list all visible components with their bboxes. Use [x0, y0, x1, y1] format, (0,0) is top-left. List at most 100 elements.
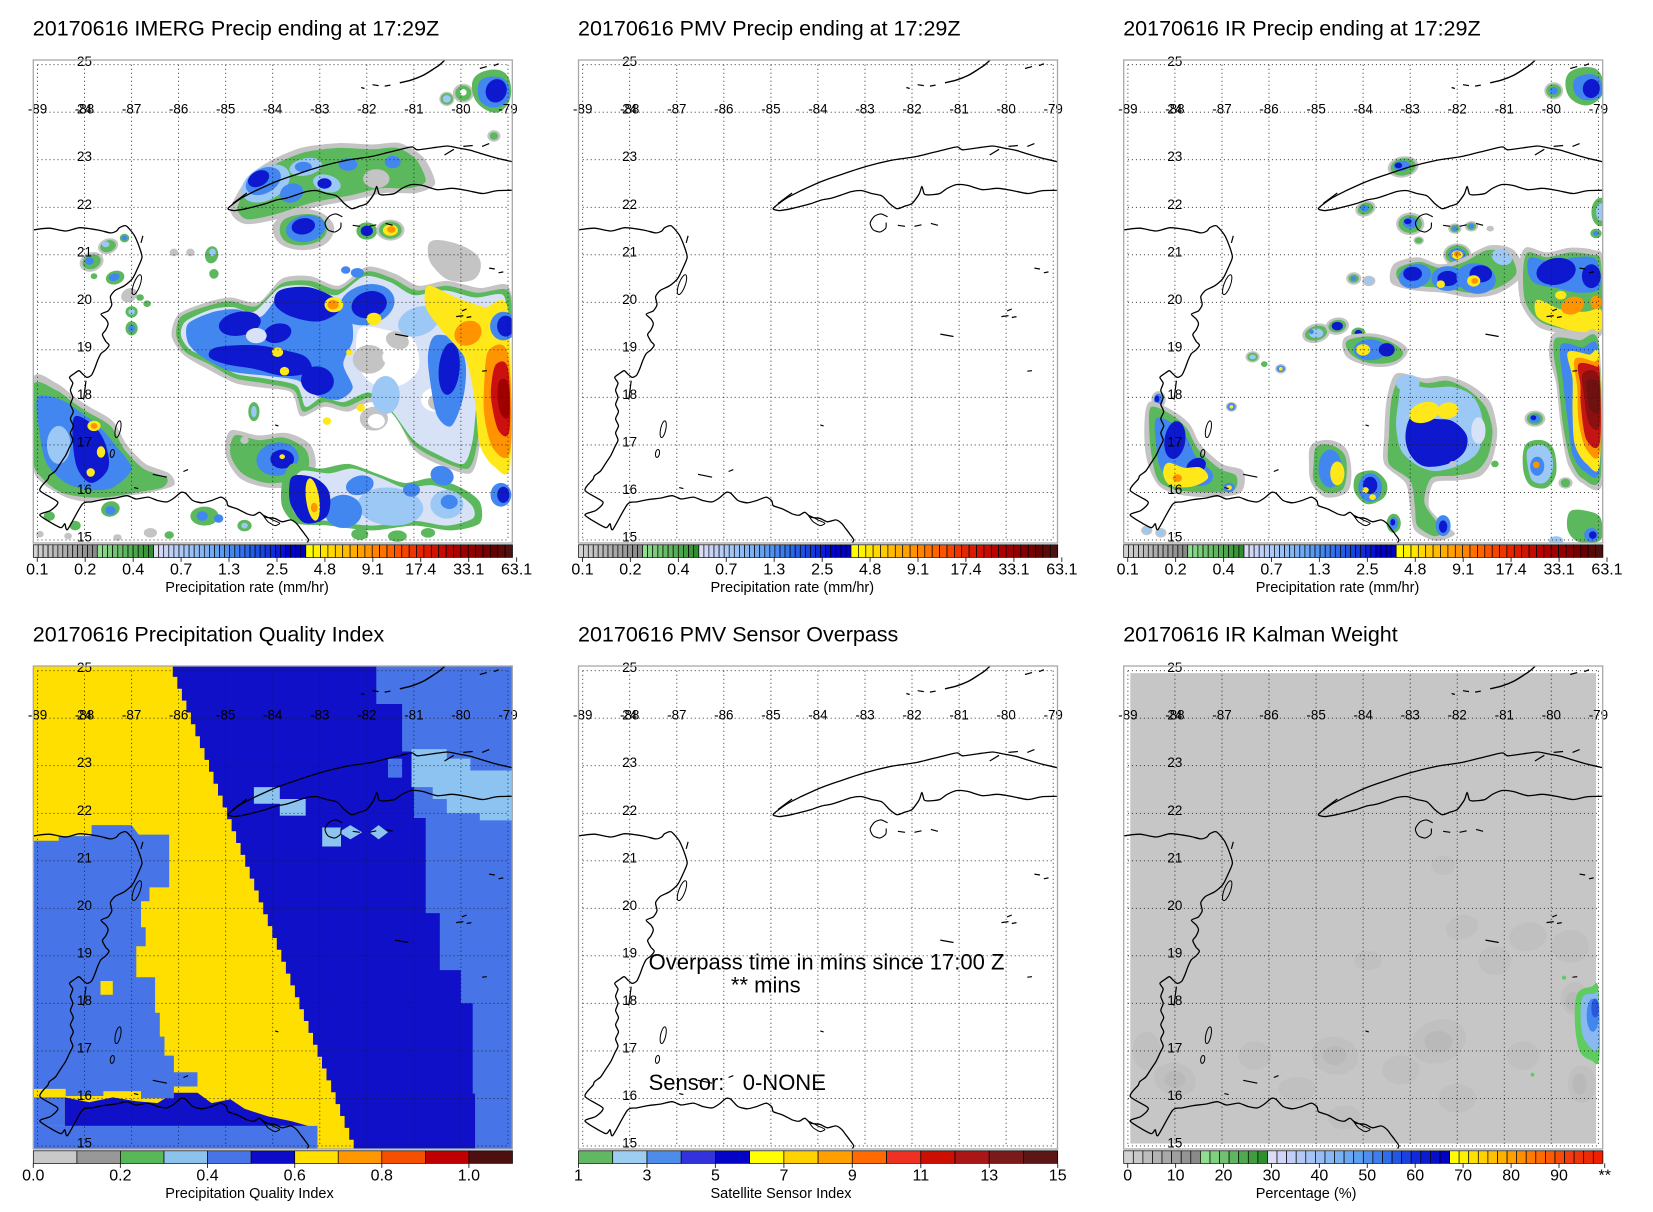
svg-text:-83: -83 — [310, 708, 329, 723]
svg-text:20: 20 — [622, 292, 637, 307]
svg-text:24: 24 — [622, 708, 637, 723]
svg-text:-89: -89 — [573, 708, 592, 723]
svg-text:-83: -83 — [855, 708, 874, 723]
svg-text:22: 22 — [77, 803, 92, 818]
svg-text:18: 18 — [622, 387, 637, 402]
svg-text:15: 15 — [1049, 1168, 1067, 1185]
svg-text:25: 25 — [77, 660, 92, 675]
svg-text:-86: -86 — [169, 708, 188, 723]
svg-text:9.1: 9.1 — [907, 562, 929, 579]
svg-text:-85: -85 — [1306, 102, 1325, 117]
svg-text:-85: -85 — [1306, 708, 1325, 723]
svg-text:0.1: 0.1 — [1117, 562, 1139, 579]
svg-text:25: 25 — [77, 54, 92, 69]
svg-text:-81: -81 — [404, 708, 423, 723]
svg-text:23: 23 — [1167, 149, 1182, 164]
svg-text:-82: -82 — [902, 708, 921, 723]
svg-text:5: 5 — [711, 1168, 720, 1185]
svg-text:23: 23 — [622, 149, 637, 164]
svg-text:3: 3 — [643, 1168, 652, 1185]
svg-text:-81: -81 — [949, 708, 968, 723]
svg-text:-85: -85 — [761, 708, 780, 723]
svg-text:4.8: 4.8 — [859, 562, 881, 579]
svg-text:0.4: 0.4 — [122, 562, 144, 579]
svg-text:20170616 IMERG Precip ending a: 20170616 IMERG Precip ending at 17:29Z — [33, 17, 439, 41]
svg-text:23: 23 — [622, 755, 637, 770]
svg-text:16: 16 — [77, 482, 92, 497]
svg-text:-88: -88 — [620, 708, 639, 723]
svg-text:17.4: 17.4 — [405, 562, 436, 579]
svg-text:0.2: 0.2 — [74, 562, 96, 579]
svg-text:21: 21 — [1167, 850, 1182, 865]
svg-text:20: 20 — [1167, 898, 1182, 913]
svg-text:1.0: 1.0 — [458, 1168, 480, 1185]
svg-text:33.1: 33.1 — [998, 562, 1029, 579]
svg-text:-86: -86 — [169, 102, 188, 117]
svg-text:15: 15 — [77, 1135, 92, 1150]
svg-text:0.4: 0.4 — [1212, 562, 1234, 579]
svg-text:-82: -82 — [357, 708, 376, 723]
svg-text:15: 15 — [622, 529, 637, 544]
svg-text:-87: -87 — [667, 102, 686, 117]
svg-text:22: 22 — [77, 197, 92, 212]
svg-text:-79: -79 — [1044, 708, 1063, 723]
svg-text:Precipitation rate (mm/hr): Precipitation rate (mm/hr) — [1256, 580, 1420, 596]
svg-text:17: 17 — [77, 1040, 92, 1055]
svg-text:-86: -86 — [1259, 102, 1278, 117]
svg-text:16: 16 — [622, 482, 637, 497]
svg-text:20: 20 — [1215, 1168, 1233, 1185]
svg-text:** mins: ** mins — [731, 973, 801, 998]
svg-text:-79: -79 — [498, 708, 517, 723]
svg-text:-87: -87 — [1212, 102, 1231, 117]
svg-text:-84: -84 — [263, 102, 283, 117]
svg-text:-89: -89 — [1118, 708, 1137, 723]
svg-text:-80: -80 — [1542, 708, 1561, 723]
svg-text:17.4: 17.4 — [950, 562, 981, 579]
svg-text:Overpass time in mins since 17: Overpass time in mins since 17:00 Z — [649, 950, 1005, 975]
svg-text:33.1: 33.1 — [1544, 562, 1575, 579]
svg-text:0: 0 — [1123, 1168, 1132, 1185]
svg-text:23: 23 — [77, 755, 92, 770]
svg-text:16: 16 — [622, 1088, 637, 1103]
svg-text:-84: -84 — [808, 708, 828, 723]
svg-text:25: 25 — [622, 54, 637, 69]
svg-text:21: 21 — [622, 244, 637, 259]
svg-text:2.5: 2.5 — [1356, 562, 1378, 579]
svg-text:2.5: 2.5 — [266, 562, 288, 579]
svg-text:17: 17 — [1167, 434, 1182, 449]
svg-text:0.7: 0.7 — [715, 562, 737, 579]
svg-text:17: 17 — [622, 1040, 637, 1055]
svg-text:-87: -87 — [122, 102, 141, 117]
svg-text:-80: -80 — [996, 102, 1015, 117]
svg-text:10: 10 — [1167, 1168, 1185, 1185]
svg-text:-86: -86 — [714, 708, 733, 723]
svg-text:19: 19 — [77, 339, 92, 354]
svg-text:-80: -80 — [451, 102, 470, 117]
svg-text:4.8: 4.8 — [314, 562, 336, 579]
svg-text:60: 60 — [1406, 1168, 1424, 1185]
svg-text:80: 80 — [1502, 1168, 1520, 1185]
svg-text:70: 70 — [1454, 1168, 1472, 1185]
svg-text:Precipitation rate (mm/hr): Precipitation rate (mm/hr) — [165, 580, 329, 596]
svg-text:-89: -89 — [28, 708, 47, 723]
svg-text:15: 15 — [1167, 1135, 1182, 1150]
svg-text:20170616 IR Kalman Weight: 20170616 IR Kalman Weight — [1123, 623, 1398, 647]
svg-text:-86: -86 — [714, 102, 733, 117]
svg-text:19: 19 — [622, 339, 637, 354]
svg-text:-82: -82 — [902, 102, 921, 117]
svg-text:15: 15 — [622, 1135, 637, 1150]
svg-text:-87: -87 — [122, 708, 141, 723]
svg-text:-82: -82 — [1448, 102, 1467, 117]
svg-text:21: 21 — [622, 850, 637, 865]
svg-text:23: 23 — [1167, 755, 1182, 770]
svg-text:19: 19 — [1167, 945, 1182, 960]
svg-text:0.4: 0.4 — [196, 1168, 218, 1185]
svg-text:Percentage (%): Percentage (%) — [1256, 1186, 1357, 1202]
svg-text:-84: -84 — [808, 102, 828, 117]
svg-text:19: 19 — [1167, 339, 1182, 354]
svg-text:-88: -88 — [1165, 708, 1184, 723]
svg-text:20: 20 — [77, 898, 92, 913]
svg-text:-88: -88 — [1165, 102, 1184, 117]
svg-text:0.0: 0.0 — [22, 1168, 44, 1185]
svg-text:-79: -79 — [1589, 102, 1608, 117]
